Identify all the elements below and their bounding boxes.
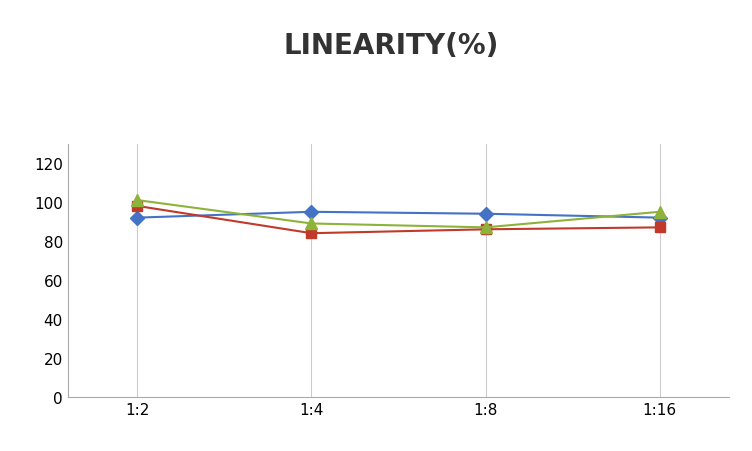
Serum (n=5) bbox=[307, 210, 316, 215]
Cell culture media (n=5) bbox=[133, 198, 142, 203]
EDTA plasma (n=5) bbox=[655, 225, 664, 230]
Text: LINEARITY(%): LINEARITY(%) bbox=[284, 32, 499, 60]
Serum (n=5) bbox=[481, 212, 490, 217]
Line: Serum (n=5): Serum (n=5) bbox=[132, 207, 665, 223]
Serum (n=5) bbox=[655, 216, 664, 221]
EDTA plasma (n=5) bbox=[307, 231, 316, 236]
Cell culture media (n=5) bbox=[481, 225, 490, 230]
Cell culture media (n=5) bbox=[307, 221, 316, 227]
EDTA plasma (n=5) bbox=[133, 204, 142, 209]
EDTA plasma (n=5) bbox=[481, 227, 490, 233]
Serum (n=5) bbox=[133, 216, 142, 221]
Line: EDTA plasma (n=5): EDTA plasma (n=5) bbox=[132, 202, 665, 239]
Cell culture media (n=5) bbox=[655, 210, 664, 215]
Line: Cell culture media (n=5): Cell culture media (n=5) bbox=[132, 195, 666, 234]
